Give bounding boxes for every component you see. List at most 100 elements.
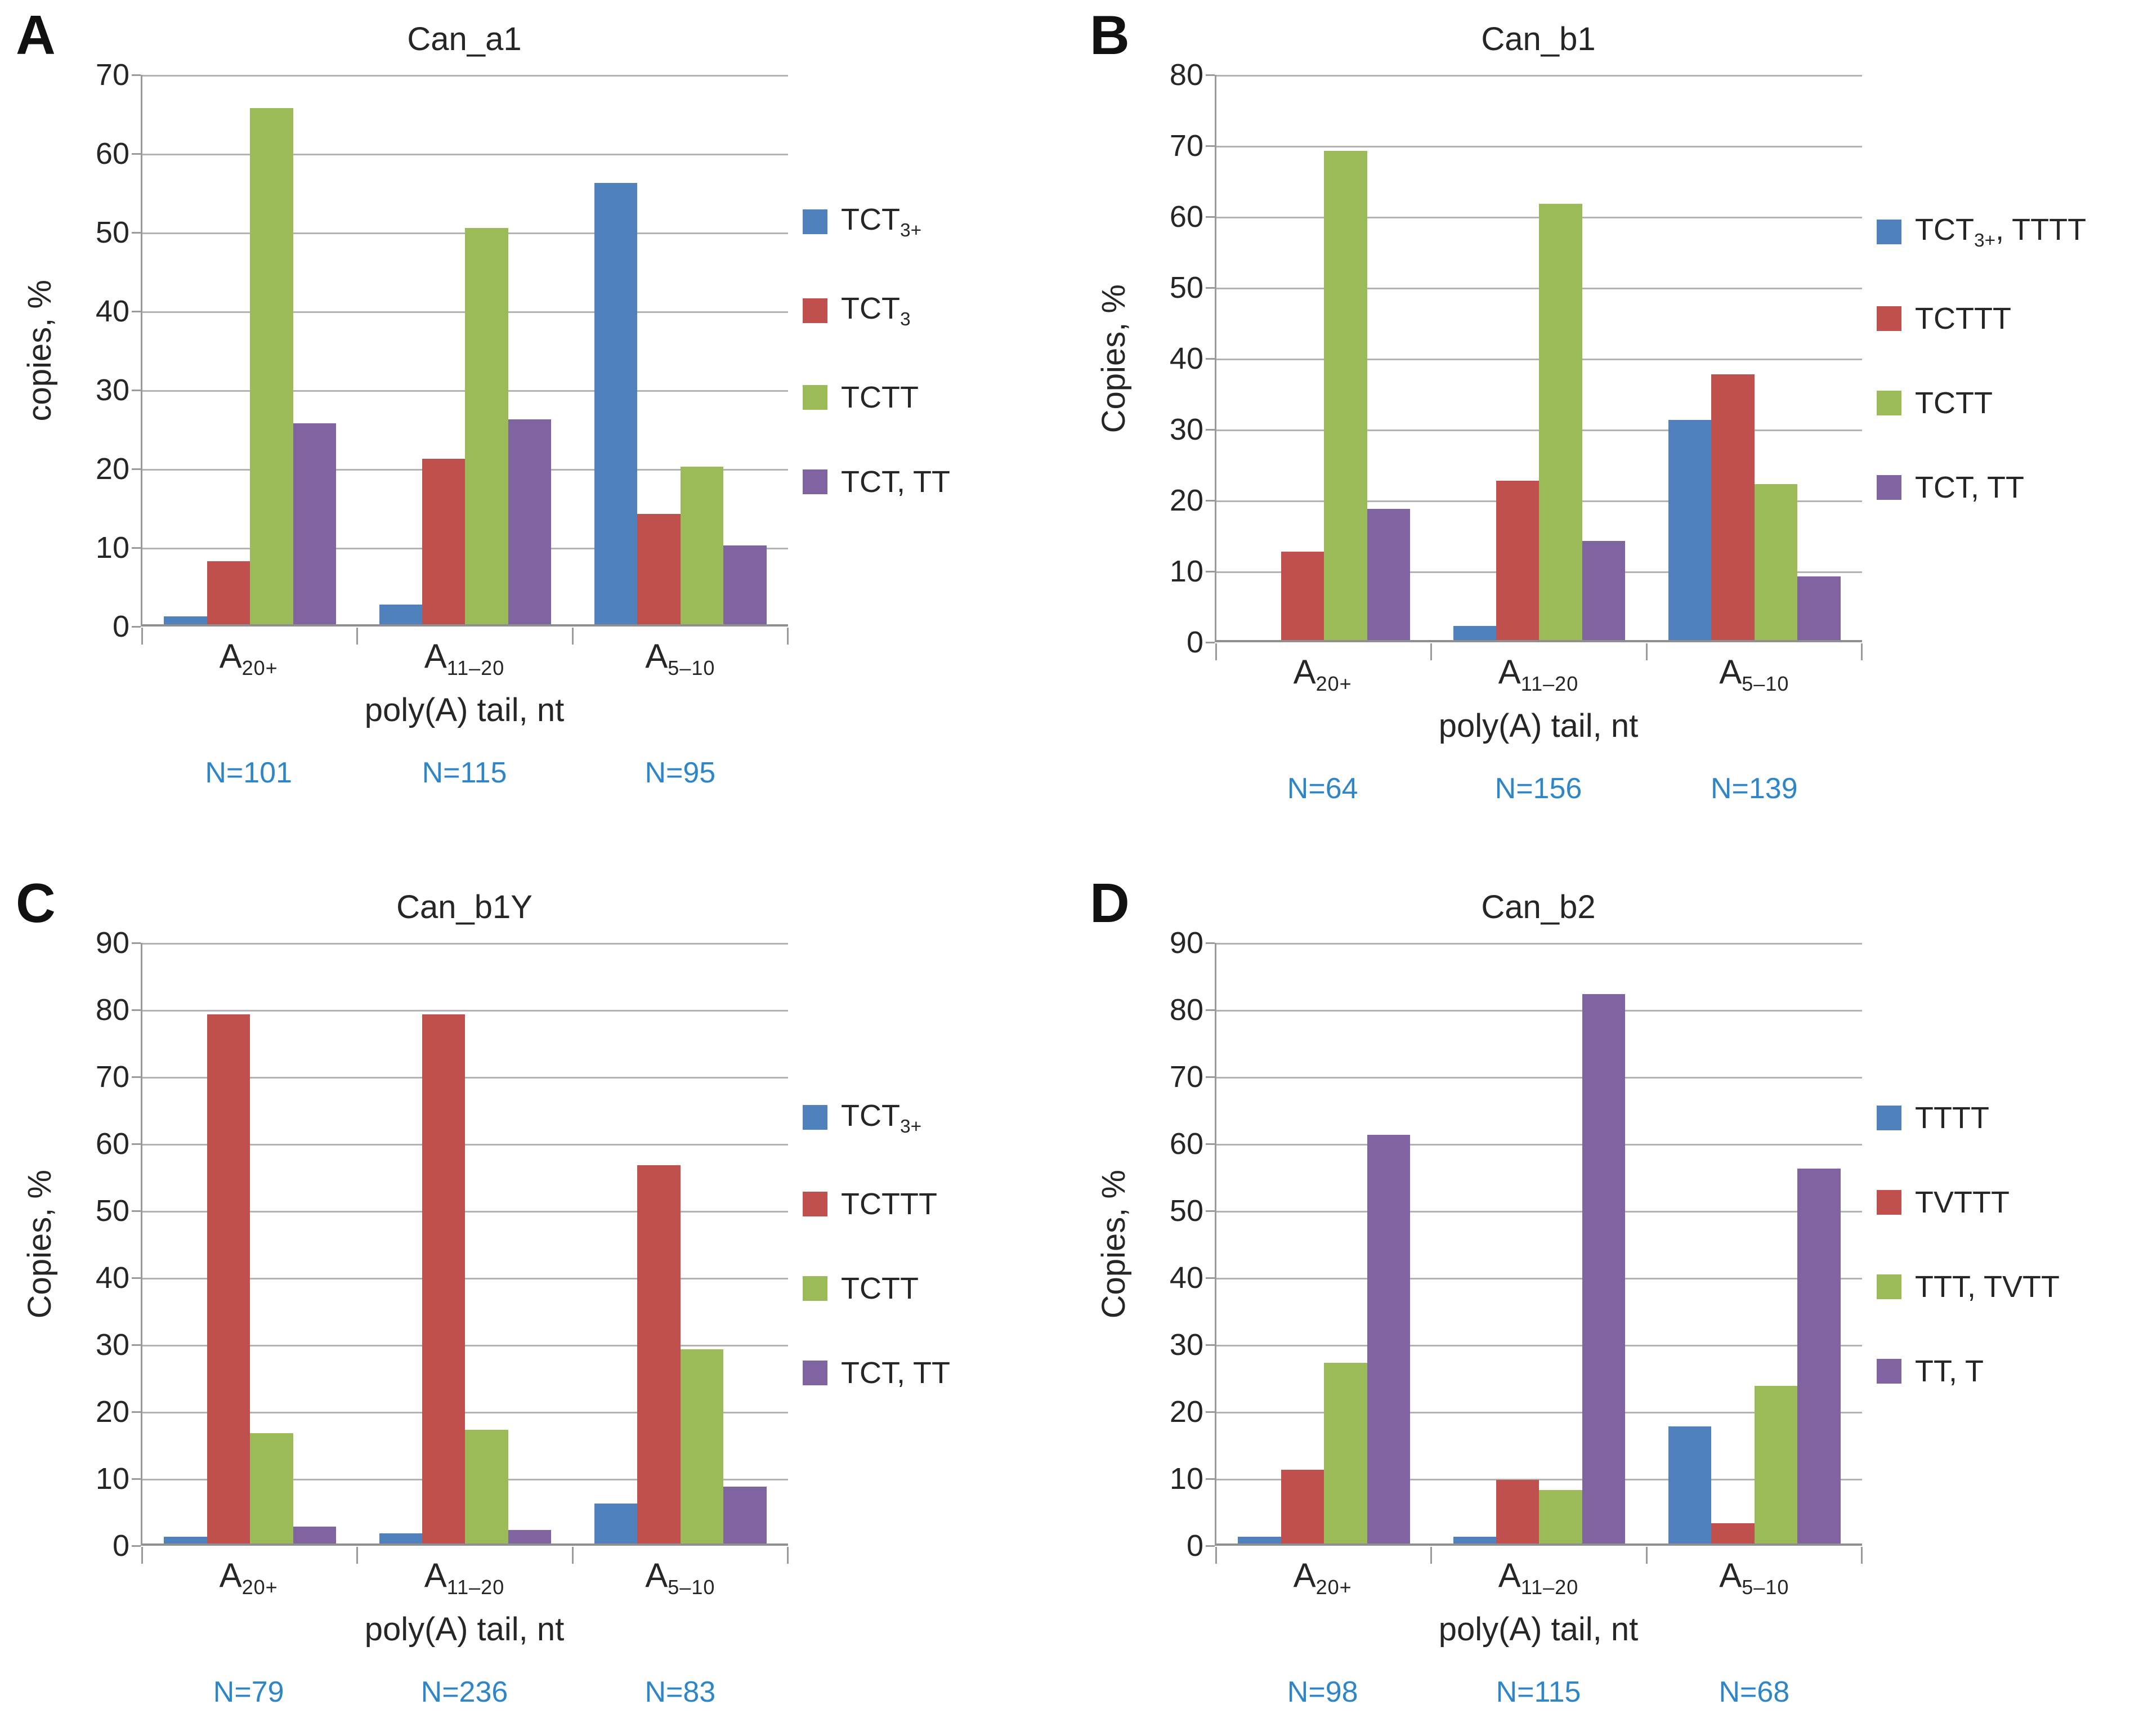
x-axis-title: poly(A) tail, nt [1438, 708, 1639, 744]
y-axis-tick-mark [1206, 642, 1215, 643]
legend-label: TCT3+ [841, 202, 921, 241]
x-axis-tick-subscript: 11–20 [1520, 672, 1579, 695]
x-axis-tick-base: A [1293, 1556, 1316, 1594]
y-axis-tick-label: 20 [1169, 1395, 1203, 1429]
gridline [142, 75, 788, 77]
bar [250, 1433, 293, 1543]
y-axis-tick-label: 20 [95, 1395, 129, 1429]
panel-b: B Can_b1 Copies, % 0 10 20 30 40 50 60 70 80 TCT… [1074, 0, 2148, 868]
x-axis-tick-subscript: 20+ [241, 1576, 278, 1599]
x-axis-tick-base: A [424, 1556, 447, 1594]
bar [164, 1537, 207, 1543]
x-axis-tick-cell: A20+ [1215, 652, 1430, 696]
chart-title: Can_b2 [1481, 889, 1596, 925]
y-axis: 0 10 20 30 40 50 60 70 [62, 58, 141, 643]
legend-item: TCT3+ [803, 1098, 1045, 1138]
x-axis-tick-subscript: 5–10 [668, 656, 715, 679]
x-axis-tick-cell: A11–20 [1430, 652, 1646, 696]
x-axis-tick-base: A [1719, 653, 1742, 691]
bar [1711, 374, 1755, 640]
y-axis-tick-label: 60 [1169, 200, 1203, 234]
sample-counts: N=79 N=236 N=83 [141, 1675, 788, 1709]
bar-groups [1216, 943, 1862, 1543]
legend-item: TCT, TT [803, 1355, 1045, 1390]
x-axis-tick-cell: A5–10 [572, 637, 788, 680]
chart-title: Can_b1Y [396, 889, 532, 925]
bar [1238, 1537, 1281, 1543]
legend-item: TCTT [1877, 386, 2119, 420]
y-axis-tick-mark [1206, 1478, 1215, 1480]
x-axis-tick-base: A [424, 637, 447, 675]
bar [1324, 150, 1367, 640]
x-axis-title: poly(A) tail, nt [364, 692, 565, 728]
x-axis-tick-cell: A11–20 [356, 1556, 572, 1599]
y-axis-tick-label: 80 [1169, 993, 1203, 1027]
y-axis-tick-mark [132, 1009, 141, 1011]
x-axis-tick-label: A20+ [1294, 653, 1352, 695]
y-axis-title: Copies, % [21, 1170, 58, 1319]
x-axis-tick-base: A [645, 1556, 668, 1594]
y-axis-tick-label: 30 [1169, 1328, 1203, 1362]
bar-group [357, 943, 572, 1543]
x-axis-tick-mark [141, 628, 143, 645]
y-axis-tick-label: 30 [95, 373, 129, 407]
y-axis-tick-mark [132, 1545, 141, 1547]
x-axis-tick-label: A5–10 [645, 1556, 715, 1599]
bar-group [1216, 943, 1431, 1543]
legend-label-segment: TCTT [841, 380, 919, 414]
legend-label-segment: TCT [841, 203, 900, 237]
bar [293, 1527, 337, 1543]
y-axis-tick-label: 10 [1169, 1462, 1203, 1496]
sample-counts: N=101 N=115 N=95 [141, 756, 788, 790]
y-axis-title-column: Copies, % [1091, 943, 1136, 1546]
y-axis-tick-mark [1206, 1009, 1215, 1011]
x-axis-tick-label: A5–10 [1719, 653, 1789, 695]
y-axis-title: Copies, % [1095, 284, 1132, 433]
y-axis: 0 10 20 30 40 50 60 70 80 90 [1136, 926, 1215, 1563]
x-axis-tick-mark [1215, 1547, 1217, 1564]
y-axis-title-column: copies, % [17, 75, 62, 627]
x-axis-tick-base: A [1719, 1556, 1742, 1594]
y-axis-tick-mark [1206, 145, 1215, 147]
panel-a: A Can_a1 copies, % 0 10 20 30 40 50 60 70 TCT3+… [0, 0, 1074, 868]
bar [1582, 994, 1626, 1543]
sample-count-label: N=115 [422, 757, 507, 789]
y-axis-tick-mark [132, 1478, 141, 1480]
sample-count-label: N=115 [1496, 1676, 1581, 1708]
x-axis-tick-cell: A5–10 [1646, 1556, 1862, 1599]
bar [1668, 1426, 1712, 1543]
legend-swatch [803, 469, 827, 494]
x-axis-tick-mark [356, 628, 359, 645]
y-axis-tick-label: 50 [1169, 271, 1203, 305]
bar [293, 423, 337, 624]
legend-item: TCT, TT [1877, 470, 2119, 505]
y-axis-tick-mark [1206, 1344, 1215, 1346]
panel-c: C Can_b1Y Copies, % 0 10 20 30 40 50 60 70 80 90 … [0, 868, 1074, 1736]
legend-swatch [1877, 1358, 1901, 1384]
legend-label-segment: TT, T [1915, 1354, 1984, 1388]
x-axis-tick-cell: A11–20 [356, 637, 572, 680]
y-axis-tick-mark [132, 942, 141, 944]
bar [1754, 1386, 1798, 1543]
x-axis-tick-label: A20+ [220, 1556, 278, 1599]
x-axis-tick-subscript: 20+ [241, 656, 278, 679]
panel-letter: D [1090, 872, 1130, 934]
legend-swatch [803, 298, 827, 323]
legend-label-segment: TCT [1915, 213, 1974, 247]
bar [637, 1165, 681, 1543]
legend-swatch [803, 1361, 827, 1386]
bar [1797, 576, 1841, 640]
y-axis: 0 10 20 30 40 50 60 70 80 90 [62, 926, 141, 1563]
gridline [1216, 1412, 1862, 1413]
x-axis-tick-cell: A5–10 [1646, 652, 1862, 696]
gridline [1216, 1010, 1862, 1012]
bar-group [1647, 943, 1862, 1543]
gridline [142, 1211, 788, 1212]
bar [1539, 204, 1582, 640]
bar-group [357, 75, 572, 624]
y-axis-tick-mark [1206, 500, 1215, 502]
y-axis-tick-mark [132, 153, 141, 155]
plot-area [132, 942, 789, 1564]
sample-count-label: N=64 [1287, 772, 1358, 805]
